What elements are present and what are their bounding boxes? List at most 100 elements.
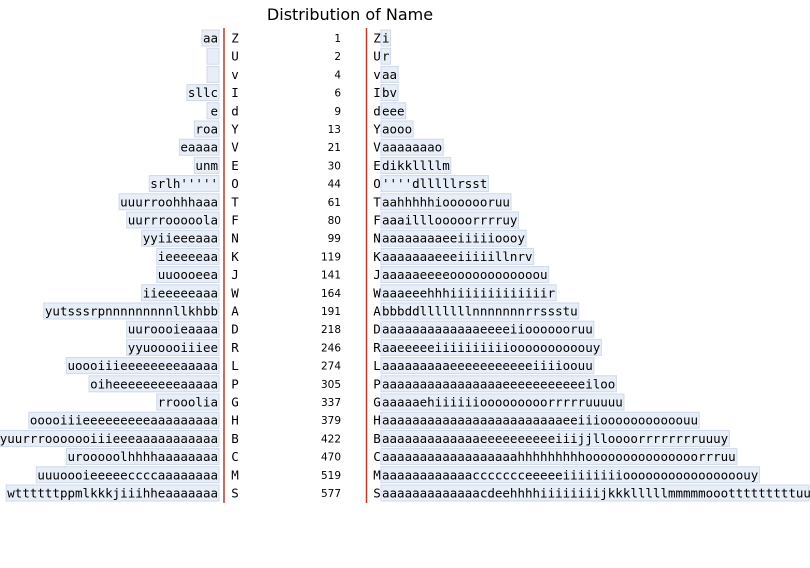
- right-name-tag-box: [380, 429, 730, 447]
- count-label: 44: [328, 179, 342, 191]
- count-label: 13: [328, 124, 341, 136]
- right-name-tag-box: [380, 302, 580, 320]
- left-initial-label: Z: [231, 31, 239, 46]
- left-name-label: uuuoooieeeeeccccaaaaaaaa: [37, 467, 218, 482]
- left-initial-label: I: [231, 85, 239, 100]
- count-label: 519: [321, 470, 341, 482]
- right-name-tag-box: [380, 175, 489, 193]
- count-label: 379: [321, 415, 341, 427]
- right-name-tag-box: [380, 138, 444, 156]
- right-initial-label: U: [373, 49, 381, 64]
- count-label: 99: [328, 233, 341, 245]
- right-name-tag-box: [380, 375, 617, 393]
- left-name-label: wttttttppmlkkkjiiihheaaaaaaa: [7, 486, 218, 501]
- left-name-tag-box: [178, 138, 220, 156]
- right-initial-label: C: [373, 449, 381, 464]
- count-label: 119: [321, 251, 341, 263]
- right-name-label: dikkllllm: [382, 158, 450, 173]
- left-name-tag-box: [148, 175, 220, 193]
- right-initial-label: V: [373, 140, 381, 155]
- count-label: 246: [321, 342, 341, 354]
- left-name-label: uuroooieaaaa: [128, 322, 218, 337]
- left-initial-label: E: [231, 158, 239, 173]
- right-name-tag-box: [380, 466, 760, 484]
- left-name-tag-box: [126, 211, 220, 229]
- count-label: 191: [321, 306, 341, 318]
- right-initial-label: K: [373, 249, 381, 264]
- left-name-tag-box: [186, 84, 220, 102]
- right-name-tag-box: [380, 47, 392, 65]
- count-label: 422: [321, 433, 341, 445]
- right-initial-label: N: [373, 231, 381, 246]
- right-initial-label: A: [373, 304, 381, 319]
- left-initial-label: M: [231, 467, 239, 482]
- right-name-label: aaaaaaaaaaaaaeeeeeeeeeeiiijjlloooorrrrrr…: [382, 431, 729, 446]
- right-name-label: aaaaaaaaeeiiiiioooy: [382, 231, 525, 246]
- count-label: 141: [321, 270, 341, 282]
- right-name-label: aa: [382, 67, 397, 82]
- left-initial-label: H: [231, 413, 239, 428]
- left-name-label: urooooolhhhhaaaaaaaa: [67, 449, 218, 464]
- right-name-label: aaaaaaaaaaaaaaaaeeeeeeeeeeeiloo: [382, 376, 615, 391]
- count-label: 218: [321, 324, 341, 336]
- right-initial-label: O: [373, 176, 381, 191]
- right-name-tag-box: [380, 393, 625, 411]
- right-initial-label: d: [373, 103, 381, 118]
- count-label: 2: [334, 51, 341, 63]
- left-initial-label: T: [231, 194, 239, 209]
- right-name-tag-box: [380, 357, 595, 375]
- left-name-tag-box: [193, 156, 220, 174]
- left-initial-label: L: [231, 358, 239, 373]
- right-name-label: aahhhhhiooooooruu: [382, 194, 510, 209]
- right-initial-label: v: [373, 67, 381, 82]
- left-name-tag-box: [118, 193, 220, 211]
- left-name-label: uoooiiieeeeeeeeaaaaa: [67, 358, 218, 373]
- right-initial-label: T: [373, 194, 381, 209]
- right-name-label: i: [382, 31, 390, 46]
- left-initial-label: N: [231, 231, 239, 246]
- right-name-label: bv: [382, 85, 397, 100]
- right-name-label: ''''dlllllrsst: [382, 176, 487, 191]
- left-name-label: yyuooooiiiee: [128, 340, 218, 355]
- right-name-tag-box: [380, 338, 602, 356]
- left-name-label: ieeeeeaa: [158, 249, 218, 264]
- count-label: 21: [328, 142, 341, 154]
- left-name-tag-box: [206, 102, 220, 120]
- right-name-tag-box: [380, 84, 399, 102]
- count-label: 80: [328, 215, 341, 227]
- right-name-tag-box: [380, 120, 414, 138]
- left-name-label: iieeeeeaaa: [143, 285, 218, 300]
- left-name-tag-box: [126, 338, 220, 356]
- right-initial-label: Z: [373, 31, 381, 46]
- right-name-label: aaaaaeeeeoooooooooooou: [382, 267, 548, 282]
- left-initial-label: F: [231, 213, 239, 228]
- left-name-tag-box: [206, 65, 220, 83]
- right-name-tag-box: [380, 102, 407, 120]
- right-name-tag-box: [380, 211, 520, 229]
- count-label: 305: [321, 379, 341, 391]
- left-name-label: uuurroohhhaaa: [120, 194, 218, 209]
- chart-title: Distribution of Name: [266, 5, 434, 24]
- left-initial-label: O: [231, 176, 239, 191]
- right-initial-label: I: [373, 85, 381, 100]
- left-initial-label: S: [231, 486, 239, 501]
- right-name-tag-box: [380, 229, 527, 247]
- left-name-tag-box: [156, 266, 220, 284]
- right-name-tag-box: [380, 247, 535, 265]
- left-name-tag-box: [65, 357, 220, 375]
- right-initial-label: L: [373, 358, 381, 373]
- right-name-tag-box: [380, 65, 399, 83]
- left-initial-label: K: [231, 249, 239, 264]
- right-name-label: aaaaaaaaaaaaaeeeeiiooooooruu: [382, 322, 593, 337]
- count-label: 6: [334, 88, 341, 100]
- right-name-label: aaaaaaaaaaaaccccccceeeeeiiiiiiiioooooooo…: [382, 467, 759, 482]
- count-label: 470: [321, 452, 341, 464]
- left-name-label: aa: [203, 31, 218, 46]
- left-name-tag-box: [206, 47, 220, 65]
- left-name-label: yutsssrpnnnnnnnnnllkhbb: [45, 304, 218, 319]
- right-name-tag-box: [380, 193, 512, 211]
- left-initial-label: Y: [231, 122, 239, 137]
- count-label: 1: [334, 33, 341, 45]
- right-initial-label: E: [373, 158, 381, 173]
- right-name-label: aaaaaaaaaaaaacdeehhhhiiiiiiiijkkklllllmm…: [382, 486, 810, 501]
